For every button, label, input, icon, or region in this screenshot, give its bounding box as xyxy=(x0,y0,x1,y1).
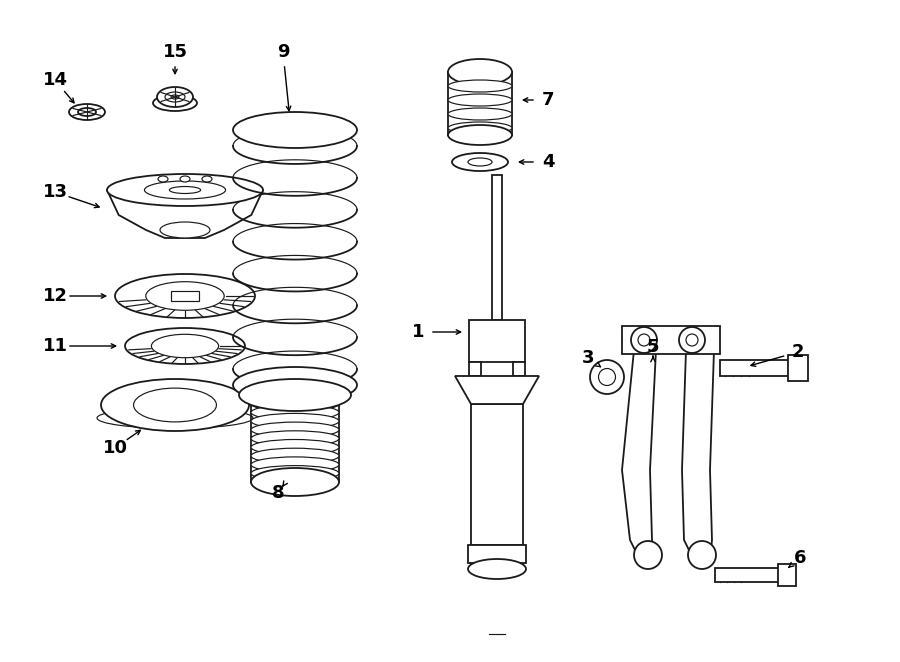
Ellipse shape xyxy=(202,176,212,182)
Ellipse shape xyxy=(239,379,351,411)
Ellipse shape xyxy=(119,196,251,216)
Ellipse shape xyxy=(165,92,185,102)
Ellipse shape xyxy=(180,176,190,182)
Ellipse shape xyxy=(115,274,255,318)
Bar xyxy=(492,175,502,320)
Text: 4: 4 xyxy=(542,153,554,171)
Ellipse shape xyxy=(251,468,339,496)
Ellipse shape xyxy=(151,334,219,357)
Text: 11: 11 xyxy=(42,337,68,355)
Ellipse shape xyxy=(146,282,224,310)
Bar xyxy=(171,291,199,301)
Ellipse shape xyxy=(251,396,339,411)
Ellipse shape xyxy=(169,187,201,193)
Ellipse shape xyxy=(251,387,339,402)
Text: 9: 9 xyxy=(277,43,289,61)
Ellipse shape xyxy=(233,112,357,148)
Ellipse shape xyxy=(448,59,512,85)
Ellipse shape xyxy=(107,174,263,206)
Ellipse shape xyxy=(688,541,716,569)
Text: 15: 15 xyxy=(163,43,187,61)
Ellipse shape xyxy=(686,334,698,346)
Text: 10: 10 xyxy=(103,439,128,457)
Ellipse shape xyxy=(251,448,339,463)
Ellipse shape xyxy=(233,367,357,403)
Bar xyxy=(513,362,525,376)
Ellipse shape xyxy=(157,87,193,107)
Polygon shape xyxy=(622,340,656,560)
Ellipse shape xyxy=(598,369,616,385)
Bar xyxy=(471,404,523,545)
Ellipse shape xyxy=(125,328,245,364)
Ellipse shape xyxy=(638,334,650,346)
Bar xyxy=(468,545,526,563)
Bar xyxy=(778,564,796,586)
Text: 7: 7 xyxy=(542,91,554,109)
Ellipse shape xyxy=(251,404,339,420)
Bar xyxy=(788,355,808,381)
Text: 6: 6 xyxy=(794,549,806,567)
Ellipse shape xyxy=(468,158,492,166)
Ellipse shape xyxy=(468,559,526,579)
Text: 3: 3 xyxy=(581,349,594,367)
Ellipse shape xyxy=(251,440,339,455)
Ellipse shape xyxy=(634,541,662,569)
Bar xyxy=(469,320,525,362)
Ellipse shape xyxy=(251,422,339,438)
Ellipse shape xyxy=(448,80,512,92)
Polygon shape xyxy=(107,190,263,238)
Ellipse shape xyxy=(160,222,210,238)
Ellipse shape xyxy=(153,95,197,111)
Ellipse shape xyxy=(144,181,226,199)
Ellipse shape xyxy=(97,408,253,428)
Text: 14: 14 xyxy=(42,71,68,89)
Ellipse shape xyxy=(251,413,339,429)
Ellipse shape xyxy=(78,108,96,116)
Ellipse shape xyxy=(448,125,512,145)
Ellipse shape xyxy=(448,122,512,134)
Ellipse shape xyxy=(251,457,339,472)
Ellipse shape xyxy=(158,176,168,182)
Ellipse shape xyxy=(448,108,512,120)
Bar xyxy=(720,360,790,376)
Ellipse shape xyxy=(631,327,657,353)
Ellipse shape xyxy=(590,360,624,394)
Bar xyxy=(469,362,481,376)
Text: 8: 8 xyxy=(272,484,284,502)
Text: 1: 1 xyxy=(412,323,424,341)
Ellipse shape xyxy=(251,465,339,481)
Ellipse shape xyxy=(452,153,508,171)
Text: 13: 13 xyxy=(42,183,68,201)
Bar xyxy=(715,568,780,582)
Text: 12: 12 xyxy=(42,287,68,305)
Ellipse shape xyxy=(133,388,216,422)
Bar xyxy=(622,326,720,354)
Polygon shape xyxy=(680,340,714,560)
Ellipse shape xyxy=(171,95,179,99)
Ellipse shape xyxy=(679,327,705,353)
Text: 5: 5 xyxy=(647,338,659,356)
Text: 2: 2 xyxy=(792,343,805,361)
Ellipse shape xyxy=(448,94,512,106)
Ellipse shape xyxy=(251,431,339,446)
Ellipse shape xyxy=(69,104,105,120)
Ellipse shape xyxy=(251,474,339,490)
Polygon shape xyxy=(455,376,539,404)
Ellipse shape xyxy=(101,379,249,431)
